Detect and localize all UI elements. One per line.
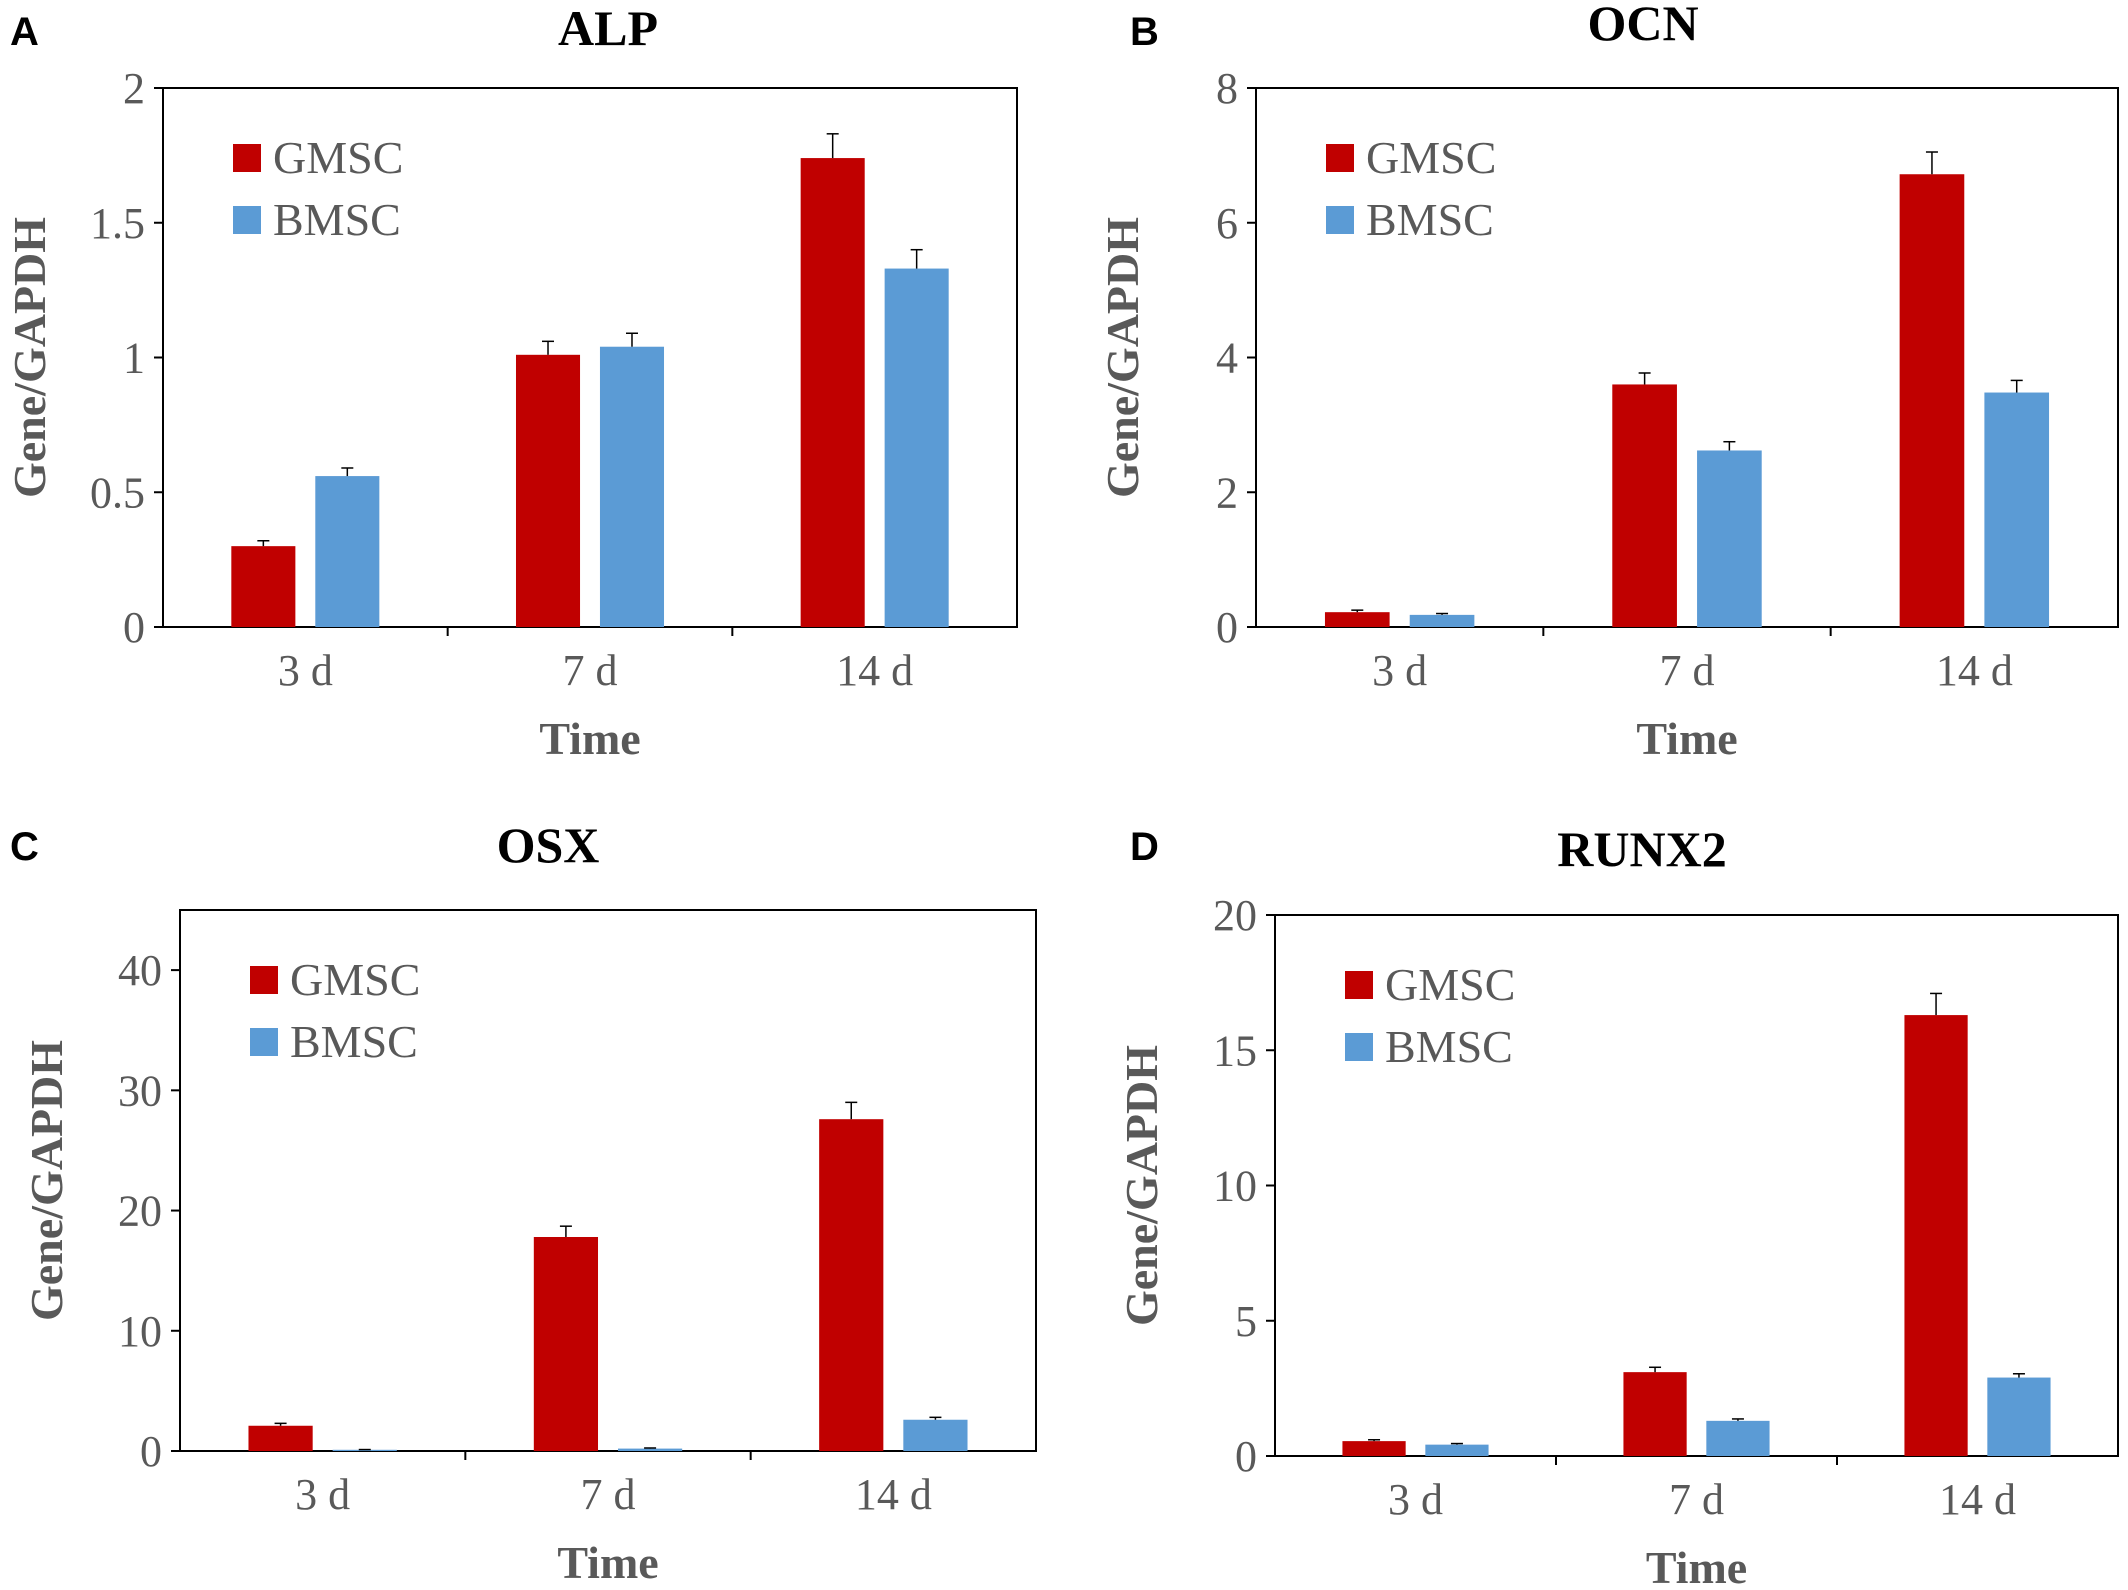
legend-label-bmsc: BMSC: [273, 194, 401, 245]
bar-bmsc: [903, 1419, 968, 1451]
y-tick-label: 4: [1216, 334, 1238, 383]
x-tick-label: 3 d: [278, 646, 333, 695]
bar-bmsc: [1987, 1377, 2051, 1456]
y-tick-label: 2: [1216, 468, 1238, 517]
y-tick-label: 2: [123, 64, 145, 113]
bar-bmsc: [1425, 1444, 1489, 1456]
y-tick-label: 20: [1213, 891, 1257, 940]
bar-bmsc: [599, 346, 665, 627]
x-tick-label: 14 d: [855, 1470, 932, 1519]
chart-panel-d: D RUNX2 0 5 10 15 20 3 d 7 d 14 d Time Gene/GAPDH GM…: [1116, 821, 2119, 1590]
x-axis-title: Time: [557, 1537, 658, 1588]
legend-swatch-bmsc: [233, 206, 261, 234]
y-tick-label: 20: [118, 1187, 162, 1236]
panel-letter: B: [1130, 10, 1159, 54]
legend-label-gmsc: GMSC: [290, 954, 420, 1005]
x-tick-label: 14 d: [1936, 646, 2013, 695]
bar-gmsc: [1324, 612, 1390, 627]
y-axis-title: Gene/GAPDH: [21, 1040, 72, 1321]
y-axis-title: Gene/GAPDH: [4, 217, 55, 498]
y-tick-label: 5: [1235, 1297, 1257, 1346]
y-tick-label: 10: [1213, 1162, 1257, 1211]
y-axis-title: Gene/GAPDH: [1097, 217, 1148, 498]
bar-gmsc: [533, 1237, 599, 1451]
bar-gmsc: [231, 546, 296, 627]
bar-bmsc: [315, 476, 380, 627]
chart-title: ALP: [558, 0, 658, 56]
chart-panel-a: A ALP 0 0.5 1 1.5 2 3 d 7 d 14 d Time Gene/GAPDH GMS…: [4, 0, 1018, 764]
y-tick-label: 6: [1216, 199, 1238, 248]
panel-letter: A: [10, 10, 39, 54]
legend-label-bmsc: BMSC: [290, 1016, 418, 1067]
bar-bmsc: [884, 268, 949, 627]
x-tick-label: 7 d: [563, 646, 618, 695]
legend-swatch-bmsc: [1345, 1033, 1373, 1061]
bar-gmsc: [1342, 1441, 1406, 1456]
bar-bmsc: [332, 1449, 397, 1451]
legend-swatch-bmsc: [250, 1028, 278, 1056]
chart-panel-c: C OSX 0 10 20 30 40 3 d 7 d 14 d Time Gene/GAPDH GMS…: [10, 817, 1037, 1588]
y-tick-label: 30: [118, 1066, 162, 1115]
x-axis-title: Time: [539, 713, 640, 764]
x-axis-title: Time: [1636, 713, 1737, 764]
legend-swatch-gmsc: [1326, 144, 1354, 172]
bar-gmsc: [248, 1425, 313, 1451]
bar-gmsc: [1899, 174, 1965, 628]
y-tick-label: 0: [1216, 603, 1238, 652]
y-tick-label: 1: [123, 334, 145, 383]
bar-bmsc: [617, 1448, 683, 1451]
panel-letter: D: [1130, 825, 1159, 869]
bar-gmsc: [515, 354, 581, 627]
x-tick-label: 7 d: [1660, 646, 1715, 695]
bar-bmsc: [1409, 614, 1475, 627]
y-tick-label: 0: [140, 1427, 162, 1476]
y-tick-label: 0: [1235, 1432, 1257, 1481]
x-tick-label: 7 d: [1669, 1475, 1724, 1524]
chart-panel-b: B OCN 0 2 4 6 8 3 d 7 d 14 d Time Gene/GAPDH GMSC BMS…: [1097, 0, 2119, 764]
x-axis-title: Time: [1646, 1542, 1747, 1590]
legend-label-bmsc: BMSC: [1385, 1021, 1513, 1072]
x-tick-label: 3 d: [1388, 1475, 1443, 1524]
legend-swatch-bmsc: [1326, 206, 1354, 234]
chart-title: OSX: [497, 817, 600, 873]
legend-label-gmsc: GMSC: [1366, 132, 1496, 183]
y-tick-label: 0.5: [90, 468, 145, 517]
bar-gmsc: [1904, 1015, 1968, 1456]
x-tick-label: 14 d: [1939, 1475, 2016, 1524]
bar-bmsc: [1706, 1420, 1770, 1456]
legend-swatch-gmsc: [1345, 971, 1373, 999]
x-tick-label: 14 d: [836, 646, 913, 695]
y-tick-label: 15: [1213, 1026, 1257, 1075]
y-tick-label: 0: [123, 603, 145, 652]
legend-label-gmsc: GMSC: [1385, 959, 1515, 1010]
legend-swatch-gmsc: [250, 966, 278, 994]
chart-title: RUNX2: [1557, 821, 1726, 877]
bar-gmsc: [1612, 384, 1677, 627]
y-tick-label: 40: [118, 946, 162, 995]
legend-swatch-gmsc: [233, 144, 261, 172]
legend-label-gmsc: GMSC: [273, 132, 403, 183]
x-tick-label: 3 d: [1372, 646, 1427, 695]
bar-gmsc: [1623, 1372, 1687, 1456]
x-tick-label: 7 d: [581, 1470, 636, 1519]
legend-label-bmsc: BMSC: [1366, 194, 1494, 245]
x-tick-label: 3 d: [295, 1470, 350, 1519]
y-tick-label: 8: [1216, 64, 1238, 113]
bar-bmsc: [1697, 450, 1762, 627]
chart-title: OCN: [1587, 0, 1698, 51]
y-axis-title: Gene/GAPDH: [1116, 1045, 1167, 1326]
y-tick-label: 10: [118, 1307, 162, 1356]
bar-gmsc: [800, 158, 865, 627]
y-tick-label: 1.5: [90, 199, 145, 248]
plot-frame: [179, 909, 1037, 1452]
bar-bmsc: [1984, 392, 2050, 627]
panel-letter: C: [10, 825, 39, 869]
bar-gmsc: [819, 1119, 884, 1451]
